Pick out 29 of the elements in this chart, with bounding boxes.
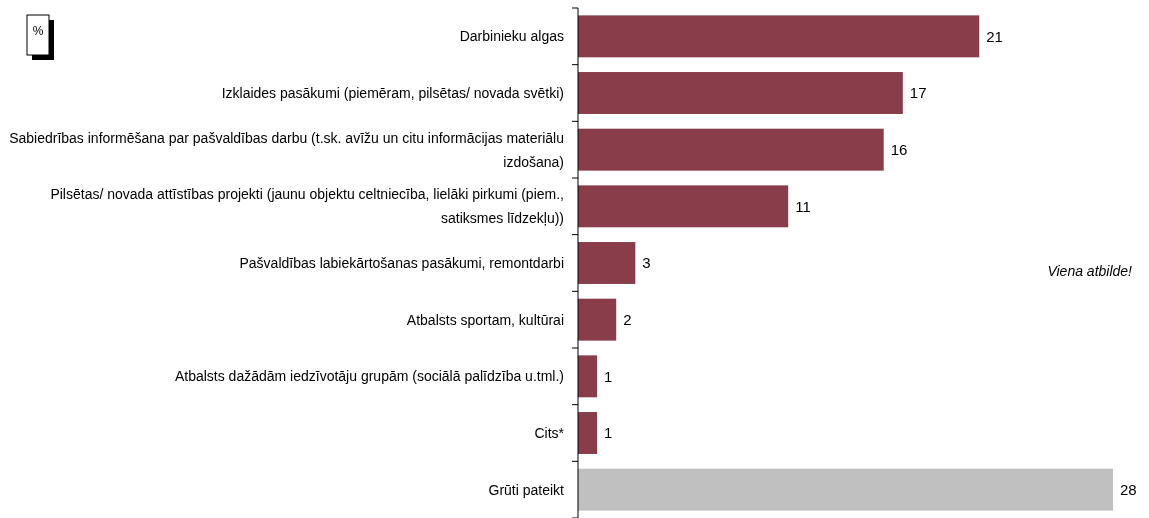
y-tick-label: Izklaides pasākumi (piemēram, pilsētas/ novada svētki) <box>221 84 564 101</box>
y-tick-label: Pašvaldības labiekārtošanas pasākumi, remontdarbi <box>239 254 564 271</box>
y-tick-label: Darbinieku algas <box>459 28 564 45</box>
data-label: 1 <box>604 367 613 385</box>
bar <box>578 72 903 114</box>
annotation: Viena atbilde! <box>1047 263 1133 279</box>
bar <box>578 15 980 58</box>
data-label: 28 <box>1120 480 1137 498</box>
y-tick-label: Atbalsts dažādām iedzīvotāju grupām (sociālā palīdzība u.tml.) <box>174 368 564 385</box>
bar <box>578 128 884 171</box>
data-label: 2 <box>623 310 632 328</box>
y-tick-label: Grūti pateikt <box>488 481 565 498</box>
data-label: 11 <box>795 197 811 215</box>
y-tick-label: Atbalsts sportam, kultūrai <box>406 311 564 328</box>
bar <box>578 242 636 284</box>
text: % <box>32 24 44 38</box>
bar <box>578 412 598 454</box>
y-tick-label: Sabiedrības informēšana par pašvaldības darbu (t.sk. avīžu un citu informācijas materiālu izdošana) <box>9 129 564 170</box>
y-tick-label: Cits* <box>534 424 565 441</box>
data-label: 17 <box>909 84 927 102</box>
bar <box>578 185 789 228</box>
bar <box>578 355 598 398</box>
data-label: 21 <box>986 27 1003 45</box>
data-label: 3 <box>642 254 651 272</box>
data-label: 16 <box>890 140 908 158</box>
bar <box>578 298 617 341</box>
data-label: 1 <box>604 424 613 442</box>
y-tick-label: Pilsētas/ novada attīstības projekti (jaunu objektu celtniecība, lielāki pirkumi (piem., satiksmes līdzekļu)) <box>50 186 564 227</box>
bar <box>578 468 1113 511</box>
